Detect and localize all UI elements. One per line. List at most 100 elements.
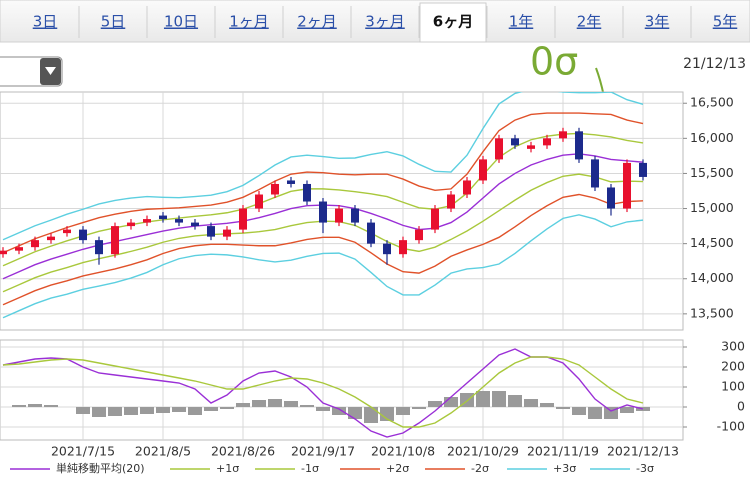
tab[interactable]: 10日 [164, 13, 198, 31]
histogram-bar [476, 391, 490, 407]
histogram-bar [156, 407, 170, 413]
y-tick-label: 300 [721, 339, 745, 354]
tab[interactable]: 5年 [713, 13, 738, 31]
candle-body [575, 131, 583, 160]
main-chart: 16,500 16,000 15,500 15,000 14,500 14,000 13,5… [0, 91, 734, 331]
tab[interactable]: 2ヶ月 [297, 13, 337, 31]
histogram-bar [92, 407, 106, 417]
series-line [2, 214, 644, 319]
histogram-bar [428, 401, 442, 407]
candle-body [463, 180, 471, 195]
x-tick-label: 2021/8/5 [135, 444, 191, 459]
histogram-bar [396, 407, 410, 415]
histogram-bar [620, 407, 634, 413]
candle-body [239, 208, 247, 230]
candle-body [495, 138, 503, 160]
chart-date: 21/12/13 [683, 56, 746, 72]
histogram-bar [556, 407, 570, 409]
histogram-bar [44, 405, 58, 407]
histogram-bar [380, 407, 394, 421]
x-tick-label: 2021/7/15 [51, 444, 115, 459]
histogram-bar [508, 395, 522, 407]
y-tick-label: 14,000 [690, 270, 734, 285]
histogram-bar [492, 391, 506, 407]
histogram-bar [12, 405, 26, 407]
legend-label: -1σ [301, 462, 319, 475]
candle-body [207, 226, 215, 237]
tab[interactable]: 6ヶ月 [433, 13, 473, 31]
tab-bar [0, 0, 750, 43]
candle-body [191, 222, 199, 227]
tab[interactable]: 3日 [33, 13, 58, 31]
histogram-bar [364, 407, 378, 423]
y-tick-label: 16,000 [690, 130, 734, 145]
candle-body [607, 187, 615, 209]
tab-group: 3日 5日 10日 1ヶ月 2ヶ月 3ヶ月 6ヶ月 1年 2年 3年 5年 [33, 2, 738, 43]
range-dropdown[interactable] [0, 56, 63, 87]
candle-body [159, 215, 167, 220]
tab[interactable]: 1年 [509, 13, 534, 31]
x-tick-label: 2021/10/8 [371, 444, 435, 459]
candle-body [623, 162, 631, 209]
legend-label: +3σ [553, 462, 576, 475]
y-tick-label: 200 [721, 359, 745, 374]
histogram-bar [108, 407, 122, 416]
candle-body [351, 208, 359, 223]
candle-body [95, 240, 103, 255]
legend-label: 単純移動平均(20) [56, 461, 145, 475]
candle-body [287, 180, 295, 184]
tab[interactable]: 3ヶ月 [365, 13, 405, 31]
histogram-bar [572, 407, 586, 415]
x-tick-label: 2021/10/29 [447, 444, 519, 459]
histogram-bar [588, 407, 602, 419]
tab[interactable]: 1ヶ月 [229, 13, 269, 31]
histogram-bar [332, 407, 346, 415]
candle-body [335, 208, 343, 223]
histogram-bar [524, 399, 538, 407]
candle-body [383, 243, 391, 255]
tab[interactable]: 2年 [577, 13, 602, 31]
histogram-bar [124, 407, 138, 415]
histogram-bar [188, 407, 202, 415]
candle-body [559, 131, 567, 139]
x-tick-label: 2021/8/26 [211, 444, 275, 459]
candle-body [399, 240, 407, 255]
tab[interactable]: 3年 [645, 13, 670, 31]
histogram-bar [540, 403, 554, 407]
series-line [2, 193, 644, 306]
histogram-bar [300, 405, 314, 407]
candle-body [527, 145, 535, 149]
histogram-bar [268, 399, 282, 407]
legend-label: +2σ [386, 462, 409, 475]
candle-body [319, 201, 327, 223]
candle-body [79, 229, 87, 241]
legend-label: -2σ [471, 462, 489, 475]
histogram-bar [140, 407, 154, 414]
candle-body [479, 159, 487, 181]
candle-body [447, 194, 455, 209]
x-tick-label: 2021/9/17 [291, 444, 355, 459]
histogram-bar [316, 407, 330, 411]
candle-body [543, 138, 551, 146]
candle-body [511, 138, 519, 146]
annotation: 0σ [530, 40, 578, 84]
histogram-bar [28, 404, 42, 407]
candle-body [111, 226, 119, 255]
candle-body [47, 236, 55, 241]
candle-body [415, 229, 423, 241]
candle-body [63, 229, 71, 234]
legend-label: +1σ [216, 462, 239, 475]
y-tick-label: 100 [721, 379, 745, 394]
candle-body [303, 183, 311, 202]
x-tick-label: 2021/12/13 [607, 444, 679, 459]
tab[interactable]: 5日 [101, 13, 126, 31]
y-tick-label: 13,500 [690, 305, 734, 320]
histogram-bar [204, 407, 218, 411]
y-tick-label: 15,000 [690, 200, 734, 215]
histogram-bar [76, 407, 90, 414]
legend-label: -3σ [636, 462, 654, 475]
series-line [2, 132, 644, 267]
y-tick-label: 0 [737, 399, 745, 414]
tab-selected-bg [419, 2, 487, 43]
